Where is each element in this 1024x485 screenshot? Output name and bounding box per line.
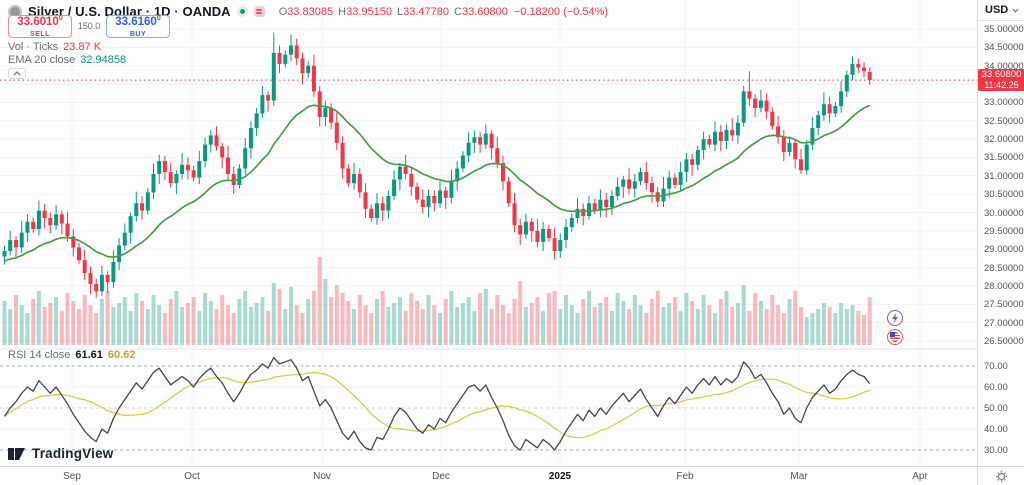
price-tick-label: 30.00000 <box>984 207 1024 219</box>
price-tick-label: 32.00000 <box>984 134 1024 146</box>
chevron-up-icon <box>13 71 21 76</box>
time-tick-label: Apr <box>912 471 928 482</box>
currency-selector[interactable]: USD <box>978 0 1024 21</box>
lightning-icon <box>892 313 898 323</box>
time-tick-label: Dec <box>432 471 450 482</box>
price-tick-label: 30.50000 <box>984 189 1024 201</box>
rsi-tick-label: 70.00 <box>984 361 1008 372</box>
price-tick-label: 28.00000 <box>984 280 1024 292</box>
gear-icon <box>995 471 1007 482</box>
time-tick-label: Mar <box>790 471 808 482</box>
axis-settings-corner[interactable] <box>977 467 1024 485</box>
rsi-tick-label: 40.00 <box>984 424 1008 435</box>
notes-icon[interactable] <box>253 6 265 17</box>
bar-countdown: 11:42:25 <box>984 80 1019 91</box>
market-open-status-icon[interactable] <box>236 6 248 17</box>
time-axis[interactable]: Sep Oct Nov Dec 2025 Feb Mar Apr <box>0 466 1024 485</box>
time-tick-label: Oct <box>184 471 200 482</box>
price-tick-label: 28.50000 <box>984 262 1024 274</box>
price-tick-label: 27.00000 <box>984 317 1024 329</box>
ema-legend: EMA 20 close 32.94858 <box>8 54 127 66</box>
collapse-legend-button[interactable] <box>8 68 26 79</box>
daily-change: −0.18200 (−0.54%) <box>513 5 609 18</box>
time-tick-label: 2025 <box>548 471 572 482</box>
price-tick-label: 26.50000 <box>984 335 1024 347</box>
time-tick-label: Feb <box>676 471 694 482</box>
us-economic-event-icon[interactable] <box>887 329 903 345</box>
order-panel: 33.60100 SELL 150.0 33.61600 BUY <box>8 15 170 38</box>
rsi-tick-label: 60.00 <box>984 382 1008 393</box>
price-tick-label: 31.00000 <box>984 170 1024 182</box>
tradingview-watermark[interactable]: TradingView <box>8 446 113 461</box>
rsi-tick-label: 30.00 <box>984 445 1008 456</box>
last-price-tag: 33.60800 11:42:25 <box>978 69 1024 92</box>
tradingview-logo-text: TradingView <box>32 446 114 461</box>
chart-canvas[interactable]: Silver / U.S. Dollar · 1D · OANDA O33.83… <box>0 0 977 466</box>
price-tick-label: 33.00000 <box>984 97 1024 109</box>
spread-value: 150.0 <box>77 21 101 31</box>
chevron-down-icon <box>1012 8 1019 13</box>
time-tick-label: Nov <box>313 471 331 482</box>
time-tick-label: Sep <box>63 471 81 482</box>
ohlc-readout: O33.83085 H33.95150 L33.47780 C33.60800 <box>278 5 508 18</box>
price-tick-label: 35.00000 <box>984 24 1024 35</box>
price-tick-label: 29.50000 <box>984 225 1024 237</box>
price-tick-label: 32.50000 <box>984 115 1024 127</box>
price-tick-label: 31.50000 <box>984 152 1024 164</box>
price-tick-label: 34.50000 <box>984 42 1024 54</box>
price-volume-rsi-chart[interactable] <box>0 0 977 466</box>
us-flag-icon <box>890 332 900 342</box>
buy-button[interactable]: 33.61600 BUY <box>106 15 170 38</box>
price-axis[interactable]: USD 33.60800 11:42:25 35.00000 34.50000 34… <box>977 0 1024 466</box>
volume-legend: Vol · Ticks 23.87 K <box>8 41 102 53</box>
price-tick-label: 27.50000 <box>984 299 1024 311</box>
price-tick-label: 29.00000 <box>984 244 1024 256</box>
rsi-legend: RSI 14 close 61.61 60.62 <box>8 349 136 361</box>
price-tick-label: 34.00000 <box>984 60 1024 72</box>
symbol-title[interactable]: Silver / U.S. Dollar · 1D · OANDA <box>28 4 231 19</box>
sell-button[interactable]: 33.60100 SELL <box>8 15 72 38</box>
economic-event-icon[interactable] <box>887 310 903 326</box>
tradingview-logo-icon <box>8 447 25 460</box>
rsi-tick-label: 50.00 <box>984 403 1008 414</box>
